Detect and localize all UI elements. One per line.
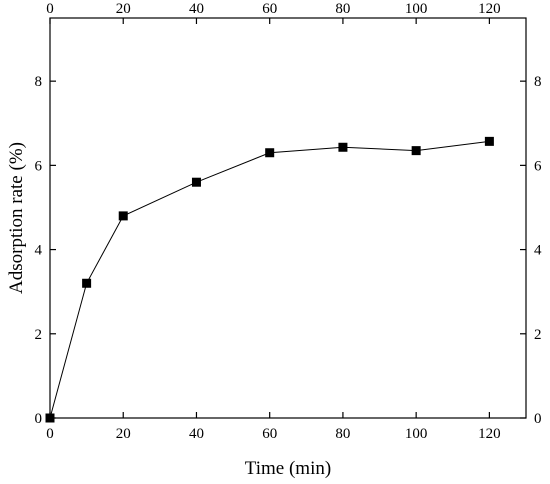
x-tick-label-bottom: 80 bbox=[335, 426, 350, 442]
x-tick-label-top: 80 bbox=[335, 1, 350, 17]
y-tick-label-left: 2 bbox=[35, 327, 43, 343]
x-tick-label-top: 40 bbox=[189, 1, 204, 17]
x-tick-label-top: 20 bbox=[116, 1, 131, 17]
y-tick-label-right: 6 bbox=[534, 158, 542, 174]
x-tick-label-bottom: 120 bbox=[478, 426, 501, 442]
data-point-marker bbox=[118, 211, 128, 221]
y-tick-label-right: 2 bbox=[534, 327, 542, 343]
x-tick-label-top: 100 bbox=[405, 1, 428, 17]
y-tick-label-left: 8 bbox=[35, 74, 43, 90]
x-tick-label-top: 0 bbox=[46, 1, 54, 17]
data-point-marker bbox=[411, 146, 421, 156]
x-tick-label-bottom: 20 bbox=[116, 426, 131, 442]
y-axis-title: Adsorption rate (%) bbox=[6, 142, 27, 294]
x-tick-label-top: 60 bbox=[262, 1, 277, 17]
data-point-marker bbox=[265, 148, 275, 158]
x-tick-label-bottom: 0 bbox=[46, 426, 54, 442]
y-tick-label-right: 0 bbox=[534, 411, 542, 427]
series-layer bbox=[45, 136, 494, 423]
y-tick-label-left: 4 bbox=[35, 243, 43, 259]
x-axis-title: Time (min) bbox=[245, 458, 331, 479]
y-tick-label-left: 0 bbox=[35, 411, 43, 427]
data-point-marker bbox=[82, 278, 92, 288]
data-point-marker bbox=[338, 142, 348, 152]
plot-area-frame bbox=[49, 17, 527, 419]
data-point-marker bbox=[484, 136, 494, 146]
y-tick-label-right: 4 bbox=[534, 243, 542, 259]
y-tick-label-right: 8 bbox=[534, 74, 542, 90]
x-tick-label-bottom: 100 bbox=[405, 426, 428, 442]
x-tick-label-bottom: 60 bbox=[262, 426, 277, 442]
data-point-marker bbox=[45, 413, 55, 423]
x-tick-label-top: 120 bbox=[478, 1, 501, 17]
series-line bbox=[49, 140, 490, 419]
y-tick-label-left: 6 bbox=[35, 158, 43, 174]
x-tick-label-bottom: 40 bbox=[189, 426, 204, 442]
axis-ticks bbox=[49, 18, 526, 419]
data-point-marker bbox=[191, 177, 201, 187]
